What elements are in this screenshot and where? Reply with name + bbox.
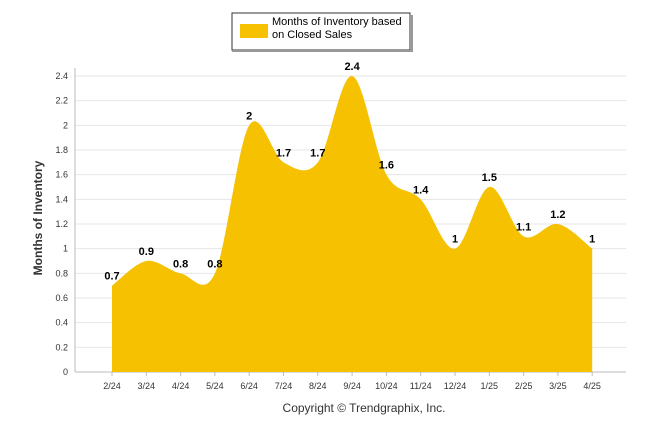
y-tick-label: 0.2 <box>55 342 68 352</box>
x-tick-label: 4/25 <box>583 381 601 391</box>
y-tick-label: 1 <box>63 244 68 254</box>
data-label: 1.1 <box>516 221 531 233</box>
data-label: 0.8 <box>173 258 188 270</box>
legend-label-line2: on Closed Sales <box>272 29 353 41</box>
series-area <box>112 75 593 372</box>
y-tick-label: 1.6 <box>55 170 68 180</box>
data-labels: 0.7 0.9 0.8 0.8 2 1.7 1.7 2.4 1.6 1.4 1 1.5 1.1 1.2 1 <box>104 61 595 283</box>
legend-label-line1: Months of Inventory based <box>272 16 402 28</box>
x-tick-label: 3/25 <box>549 381 567 391</box>
x-tick-label: 4/24 <box>172 381 190 391</box>
x-tick-label: 10/24 <box>375 381 398 391</box>
x-tick-label: 7/24 <box>275 381 293 391</box>
y-tick-label: 2.4 <box>55 71 68 81</box>
data-label: 1.7 <box>276 147 291 159</box>
x-tick-label: 3/24 <box>138 381 156 391</box>
data-label: 1.4 <box>413 184 429 196</box>
y-tick-label: 1.2 <box>55 219 68 229</box>
copyright-footer: Copyright © Trendgraphix, Inc. <box>283 401 446 415</box>
x-axis-ticks: 2/24 3/24 4/24 5/24 6/24 7/24 8/24 9/24 10/24 11/… <box>103 372 601 391</box>
y-tick-label: 2 <box>63 120 68 130</box>
legend: Months of Inventory based on Closed Sale… <box>231 12 413 52</box>
y-tick-label: 0.6 <box>55 293 68 303</box>
data-label: 0.7 <box>104 271 119 283</box>
x-tick-label: 2/25 <box>515 381 533 391</box>
data-label: 1.5 <box>482 172 497 184</box>
legend-shadow <box>410 15 413 52</box>
x-tick-label: 6/24 <box>240 381 258 391</box>
x-tick-label: 5/24 <box>206 381 224 391</box>
data-label: 2.4 <box>344 61 360 73</box>
data-label: 1.6 <box>379 160 394 172</box>
legend-shadow-bottom <box>232 50 412 52</box>
x-tick-label: 2/24 <box>103 381 121 391</box>
y-tick-label: 1.4 <box>55 194 68 204</box>
x-tick-label: 12/24 <box>444 381 467 391</box>
data-label: 1.7 <box>310 147 325 159</box>
data-label: 2 <box>246 110 252 122</box>
y-tick-label: 0 <box>63 367 68 377</box>
y-axis-ticks: 0 0.2 0.4 0.6 0.8 1 1.2 1.4 1.6 1.8 2 2.2 2.4 <box>55 71 68 377</box>
y-axis-title: Months of Inventory <box>31 160 45 275</box>
data-label: 1 <box>589 234 595 246</box>
x-tick-label: 11/24 <box>410 381 432 391</box>
data-label: 1.2 <box>550 209 565 221</box>
y-tick-label: 1.8 <box>55 145 68 155</box>
data-label: 0.8 <box>207 258 222 270</box>
x-tick-label: 9/24 <box>343 381 361 391</box>
y-tick-label: 2.2 <box>55 96 68 106</box>
data-label: 1 <box>452 234 458 246</box>
x-tick-label: 1/25 <box>481 381 499 391</box>
legend-swatch <box>240 24 268 38</box>
data-label: 0.9 <box>139 246 154 258</box>
y-tick-label: 0.8 <box>55 268 68 278</box>
y-tick-label: 0.4 <box>55 318 68 328</box>
x-tick-label: 8/24 <box>309 381 327 391</box>
